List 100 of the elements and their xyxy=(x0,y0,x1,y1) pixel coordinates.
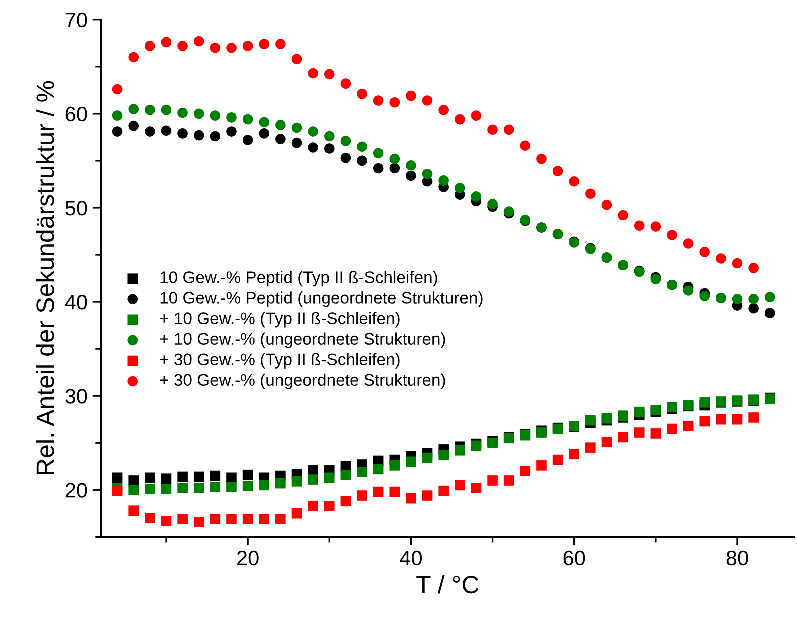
point xyxy=(390,460,400,471)
point xyxy=(471,110,482,121)
point xyxy=(194,130,204,141)
y-tick-label: 50 xyxy=(66,200,88,216)
point xyxy=(406,90,416,102)
point xyxy=(406,170,416,182)
point xyxy=(226,42,237,54)
point xyxy=(161,126,172,136)
point xyxy=(112,486,123,496)
point xyxy=(128,52,139,63)
point xyxy=(194,516,204,528)
point xyxy=(357,156,368,166)
point xyxy=(276,514,286,524)
point xyxy=(455,445,466,456)
point xyxy=(145,41,156,52)
point xyxy=(357,142,368,152)
legend-label: 10 Gew.-% Peptid (ungeordnete Strukturen) xyxy=(160,292,483,308)
point xyxy=(128,506,139,516)
point xyxy=(700,398,710,408)
point xyxy=(324,472,335,484)
point xyxy=(455,480,466,491)
point xyxy=(748,294,759,304)
point xyxy=(455,183,466,194)
point xyxy=(259,128,270,139)
point xyxy=(764,308,776,318)
point xyxy=(308,500,318,512)
point xyxy=(259,514,270,524)
point xyxy=(700,247,710,258)
point xyxy=(586,415,596,426)
point xyxy=(357,490,368,501)
point xyxy=(618,432,628,443)
x-axis-title: T / °C xyxy=(416,575,479,594)
point xyxy=(210,470,221,482)
y-tick-label: 70 xyxy=(66,12,88,28)
point xyxy=(390,163,400,174)
y-axis-title: Rel. Anteil der Sekundärstruktur / % xyxy=(36,81,54,474)
point xyxy=(226,514,237,524)
point xyxy=(292,138,302,148)
point xyxy=(340,78,352,89)
point xyxy=(683,421,694,432)
point xyxy=(390,486,400,498)
point xyxy=(276,39,286,50)
point xyxy=(602,200,612,210)
point xyxy=(242,114,254,125)
point xyxy=(324,500,335,512)
point xyxy=(340,136,352,146)
point xyxy=(764,292,776,302)
point xyxy=(390,154,400,164)
point xyxy=(520,466,531,476)
y-tick-label: 30 xyxy=(66,389,88,404)
point xyxy=(292,122,302,134)
point xyxy=(324,69,335,80)
point xyxy=(178,514,188,524)
point xyxy=(194,483,204,494)
x-tick-label: 60 xyxy=(564,550,586,566)
point xyxy=(504,124,514,136)
point xyxy=(292,476,302,487)
point xyxy=(210,42,221,54)
point xyxy=(488,476,498,486)
point xyxy=(438,450,449,460)
point xyxy=(145,105,156,116)
point xyxy=(128,484,139,496)
point xyxy=(357,467,368,478)
point xyxy=(308,142,318,153)
point xyxy=(602,437,612,448)
point xyxy=(422,168,433,180)
point xyxy=(276,478,286,489)
point xyxy=(112,126,123,137)
y-tick-label: 20 xyxy=(66,483,88,498)
point xyxy=(210,514,221,524)
point xyxy=(732,294,743,304)
point xyxy=(618,210,628,221)
point xyxy=(340,496,352,507)
point xyxy=(324,144,335,154)
point xyxy=(455,114,466,125)
point xyxy=(145,484,156,494)
point xyxy=(748,303,759,314)
point xyxy=(357,89,368,100)
point xyxy=(276,134,286,144)
point xyxy=(700,291,710,302)
point xyxy=(259,117,270,128)
point xyxy=(422,490,433,501)
point xyxy=(308,465,318,476)
point xyxy=(471,192,482,202)
point xyxy=(210,482,221,492)
y-tick-label: 40 xyxy=(65,295,88,310)
point xyxy=(128,476,139,486)
point xyxy=(520,140,531,152)
point xyxy=(194,108,204,120)
point xyxy=(700,416,710,427)
point xyxy=(552,454,564,466)
point xyxy=(292,54,302,65)
point xyxy=(373,163,384,174)
point xyxy=(161,484,172,494)
point xyxy=(438,486,449,496)
point xyxy=(716,414,726,425)
y-tick-label: 60 xyxy=(66,106,88,122)
point xyxy=(488,199,498,210)
point xyxy=(324,131,335,142)
point xyxy=(438,105,449,116)
